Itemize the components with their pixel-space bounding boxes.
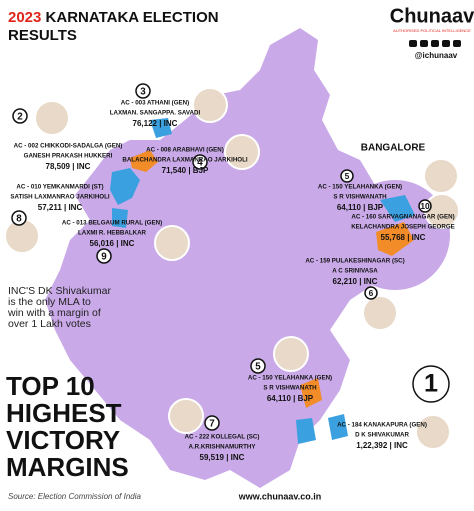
rank-badge [11, 210, 27, 226]
rank-badge [418, 199, 432, 213]
note-line: is the only MLA to [8, 296, 91, 308]
rank-badge [340, 169, 354, 183]
rank: 7 [209, 419, 215, 430]
title-line: RESULTS [8, 27, 77, 44]
margin: 78,509 | INC [46, 162, 91, 171]
constituency: AC - 184 KANAKAPURA (GEN) [337, 422, 427, 429]
note-line: over 1 Lakh votes [8, 318, 91, 330]
candidate: KELACHANDRA JOSEPH GEORGE [351, 224, 455, 231]
margin: 76,122 | INC [133, 119, 178, 128]
margin: 62,210 | INC [333, 277, 378, 286]
constituency: AC - 010 YEMKANMARDI (ST) [16, 184, 103, 191]
rank-badge [12, 108, 28, 124]
rank-badge [204, 415, 220, 431]
title-line: 2023 KARNATAKA ELECTION [8, 9, 219, 26]
note-line: win with a margin of [7, 307, 101, 319]
candidate: A C SRINIVASA [332, 268, 378, 275]
constituency: AC - 008 ARABHAVI (GEN) [146, 147, 224, 154]
inset-label: BANGALORE [361, 143, 426, 154]
website: www.chunaav.co.in [238, 491, 322, 501]
constituency-region [328, 414, 348, 440]
note-line: INC'S DK Shivakumar [8, 285, 111, 297]
constituency-region [150, 118, 172, 138]
rank: 3 [140, 87, 146, 98]
candidate-photo [224, 134, 260, 170]
constituency: AC - 013 BELGAUM RURAL (GEN) [62, 220, 162, 227]
rank: 6 [369, 288, 374, 298]
big-title-line: VICTORY [6, 425, 120, 455]
candidate-photo [273, 336, 309, 372]
rank-badge [96, 248, 112, 264]
constituency: AC - 002 CHIKKODI-SADALGA (GEN) [14, 143, 123, 150]
constituency: AC - 150 YELAHANKA (GEN) [318, 184, 402, 191]
candidate-photo [154, 225, 190, 261]
constituency-region [112, 208, 128, 228]
rank: 5 [345, 171, 350, 181]
candidate: LAXMAN. SANGAPPA. SAVADI [110, 110, 201, 117]
social-icons [409, 40, 461, 47]
rank: 9 [101, 252, 107, 263]
constituency-region [296, 418, 316, 444]
candidate: S R VISHWANATH [263, 385, 317, 392]
brand: Chunaav [390, 5, 474, 27]
margin: 71,540 | BJP [162, 166, 209, 175]
candidate-photo [423, 158, 459, 194]
rank-badge [192, 154, 208, 170]
candidate: LAXMI R. HEBBALKAR [78, 230, 147, 237]
rank-badge [364, 286, 378, 300]
candidate: D K SHIVAKUMAR [355, 432, 409, 439]
margin: 64,110 | BJP [267, 394, 314, 403]
handle: @ichunaav [415, 51, 458, 60]
rank: 5 [255, 362, 261, 373]
tagline: AUTHORISED POLITICAL INTELLIGENCE [393, 28, 471, 33]
constituency: AC - 003 ATHANI (GEN) [121, 100, 189, 107]
candidate-photo [192, 87, 228, 123]
candidate-photo [415, 414, 451, 450]
constituency: AC - 159 PULAKESHINAGAR (SC) [305, 258, 404, 265]
constituency-region [376, 222, 414, 256]
constituency: AC - 222 KOLLEGAL (SC) [185, 434, 260, 441]
constituency-region [300, 378, 322, 408]
rank: 1 [424, 370, 438, 398]
rank: 8 [16, 214, 22, 225]
margin: 57,211 | INC [38, 203, 83, 212]
constituency-region [130, 150, 158, 172]
big-title-line: TOP 10 [6, 371, 95, 401]
constituency: AC - 160 SARVAGNANAGAR (GEN) [351, 214, 454, 221]
callouts: 3 AC - 003 ATHANI (GEN) LAXMAN. SANGAPPA. … [4, 83, 460, 462]
candidate-photo [34, 100, 70, 136]
margin: 64,110 | BJP [337, 203, 384, 212]
karnataka-map [45, 28, 392, 488]
rank: 2 [17, 112, 23, 123]
margin: 56,016 | INC [90, 239, 135, 248]
candidate: SATISH LAXMANRAO JARKIHOLI [10, 194, 110, 201]
candidate: BALACHANDRA LAXMANRAO JARKIHOLI [122, 157, 248, 164]
margin: 55,768 | INC [381, 233, 426, 242]
constituency: AC - 150 YELAHANKA (GEN) [248, 375, 332, 382]
rank: 4 [197, 158, 203, 169]
candidate: S R VISHWANATH [333, 194, 387, 201]
constituency-region [380, 195, 415, 222]
rank-badge [250, 358, 266, 374]
candidate-photo [168, 398, 204, 434]
big-title-line: MARGINS [6, 452, 129, 482]
constituency-region [110, 168, 140, 205]
source: Source: Election Commission of India [8, 492, 142, 501]
rank-badge [135, 83, 151, 99]
rank-badge [412, 365, 450, 403]
big-title-line: HIGHEST [6, 398, 122, 428]
candidate: GANESH PRAKASH HUKKERI [24, 153, 113, 160]
rank: 10 [420, 201, 430, 211]
candidate: A.R.KRISHNAMURTHY [188, 444, 256, 451]
candidate-photo [362, 295, 398, 331]
margin: 1,22,392 | INC [356, 441, 408, 450]
margin: 59,519 | INC [200, 453, 245, 462]
